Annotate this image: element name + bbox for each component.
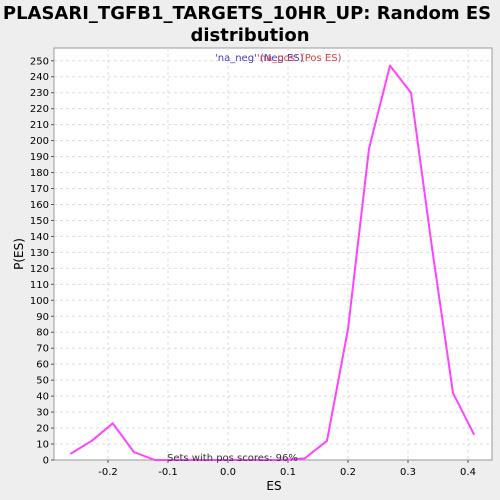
y-tick-label: 30 [36, 408, 49, 419]
y-tick-label: 250 [30, 56, 49, 67]
x-tick-label: 0.1 [280, 467, 296, 478]
x-tick-label: 0.2 [340, 467, 356, 478]
y-tick-label: 80 [36, 328, 49, 339]
chart-title-line-1: PLASARI_TGFB1_TARGETS_10HR_UP: Random ES [3, 3, 491, 24]
y-tick-label: 70 [36, 344, 49, 355]
y-tick-label: 190 [30, 152, 49, 163]
x-tick-label: -0.2 [98, 467, 118, 478]
y-tick-label: 140 [30, 232, 49, 243]
y-tick-label: 160 [30, 200, 49, 211]
x-tick-label: -0.1 [158, 467, 178, 478]
data-point [91, 440, 93, 442]
data-point [368, 148, 370, 150]
data-point [389, 65, 391, 67]
y-tick-label: 90 [36, 312, 49, 323]
pos-scores-annotation: Sets with pos scores: 96% [167, 453, 298, 464]
data-point [326, 440, 328, 442]
y-tick-label: 100 [30, 296, 49, 307]
legend-item-pos: 'na_pos' (Pos ES) [257, 53, 342, 64]
y-tick-label: 110 [30, 280, 49, 291]
y-tick-label: 120 [30, 264, 49, 275]
y-tick-label: 180 [30, 168, 49, 179]
data-point [452, 392, 454, 394]
x-axis-label: ES [266, 479, 281, 493]
data-point [70, 453, 72, 455]
y-tick-label: 210 [30, 120, 49, 131]
chart-title-line-2: distribution [190, 25, 309, 46]
data-point [431, 247, 433, 249]
y-tick-label: 200 [30, 136, 49, 147]
x-tick-label: 0.3 [400, 467, 416, 478]
y-tick-label: 230 [30, 88, 49, 99]
y-tick-label: 170 [30, 184, 49, 195]
y-axis-label: P(ES) [12, 238, 26, 270]
y-tick-label: 150 [30, 216, 49, 227]
y-tick-label: 130 [30, 248, 49, 259]
data-point [112, 423, 114, 425]
plot-area [54, 48, 492, 460]
data-point [410, 92, 412, 94]
data-point [304, 458, 306, 460]
y-tick-label: 220 [30, 104, 49, 115]
y-tick-label: 40 [36, 392, 49, 403]
x-tick-label: 0.4 [460, 467, 476, 478]
y-tick-label: 20 [36, 424, 49, 435]
y-tick-label: 240 [30, 72, 49, 83]
y-tick-label: 10 [36, 440, 49, 451]
data-point [154, 459, 156, 461]
data-point [347, 328, 349, 330]
y-tick-label: 60 [36, 360, 49, 371]
data-point [473, 434, 475, 436]
x-tick-label: 0.0 [220, 467, 236, 478]
data-point [133, 451, 135, 453]
y-tick-label: 50 [36, 376, 49, 387]
y-tick-label: 0 [43, 456, 49, 467]
